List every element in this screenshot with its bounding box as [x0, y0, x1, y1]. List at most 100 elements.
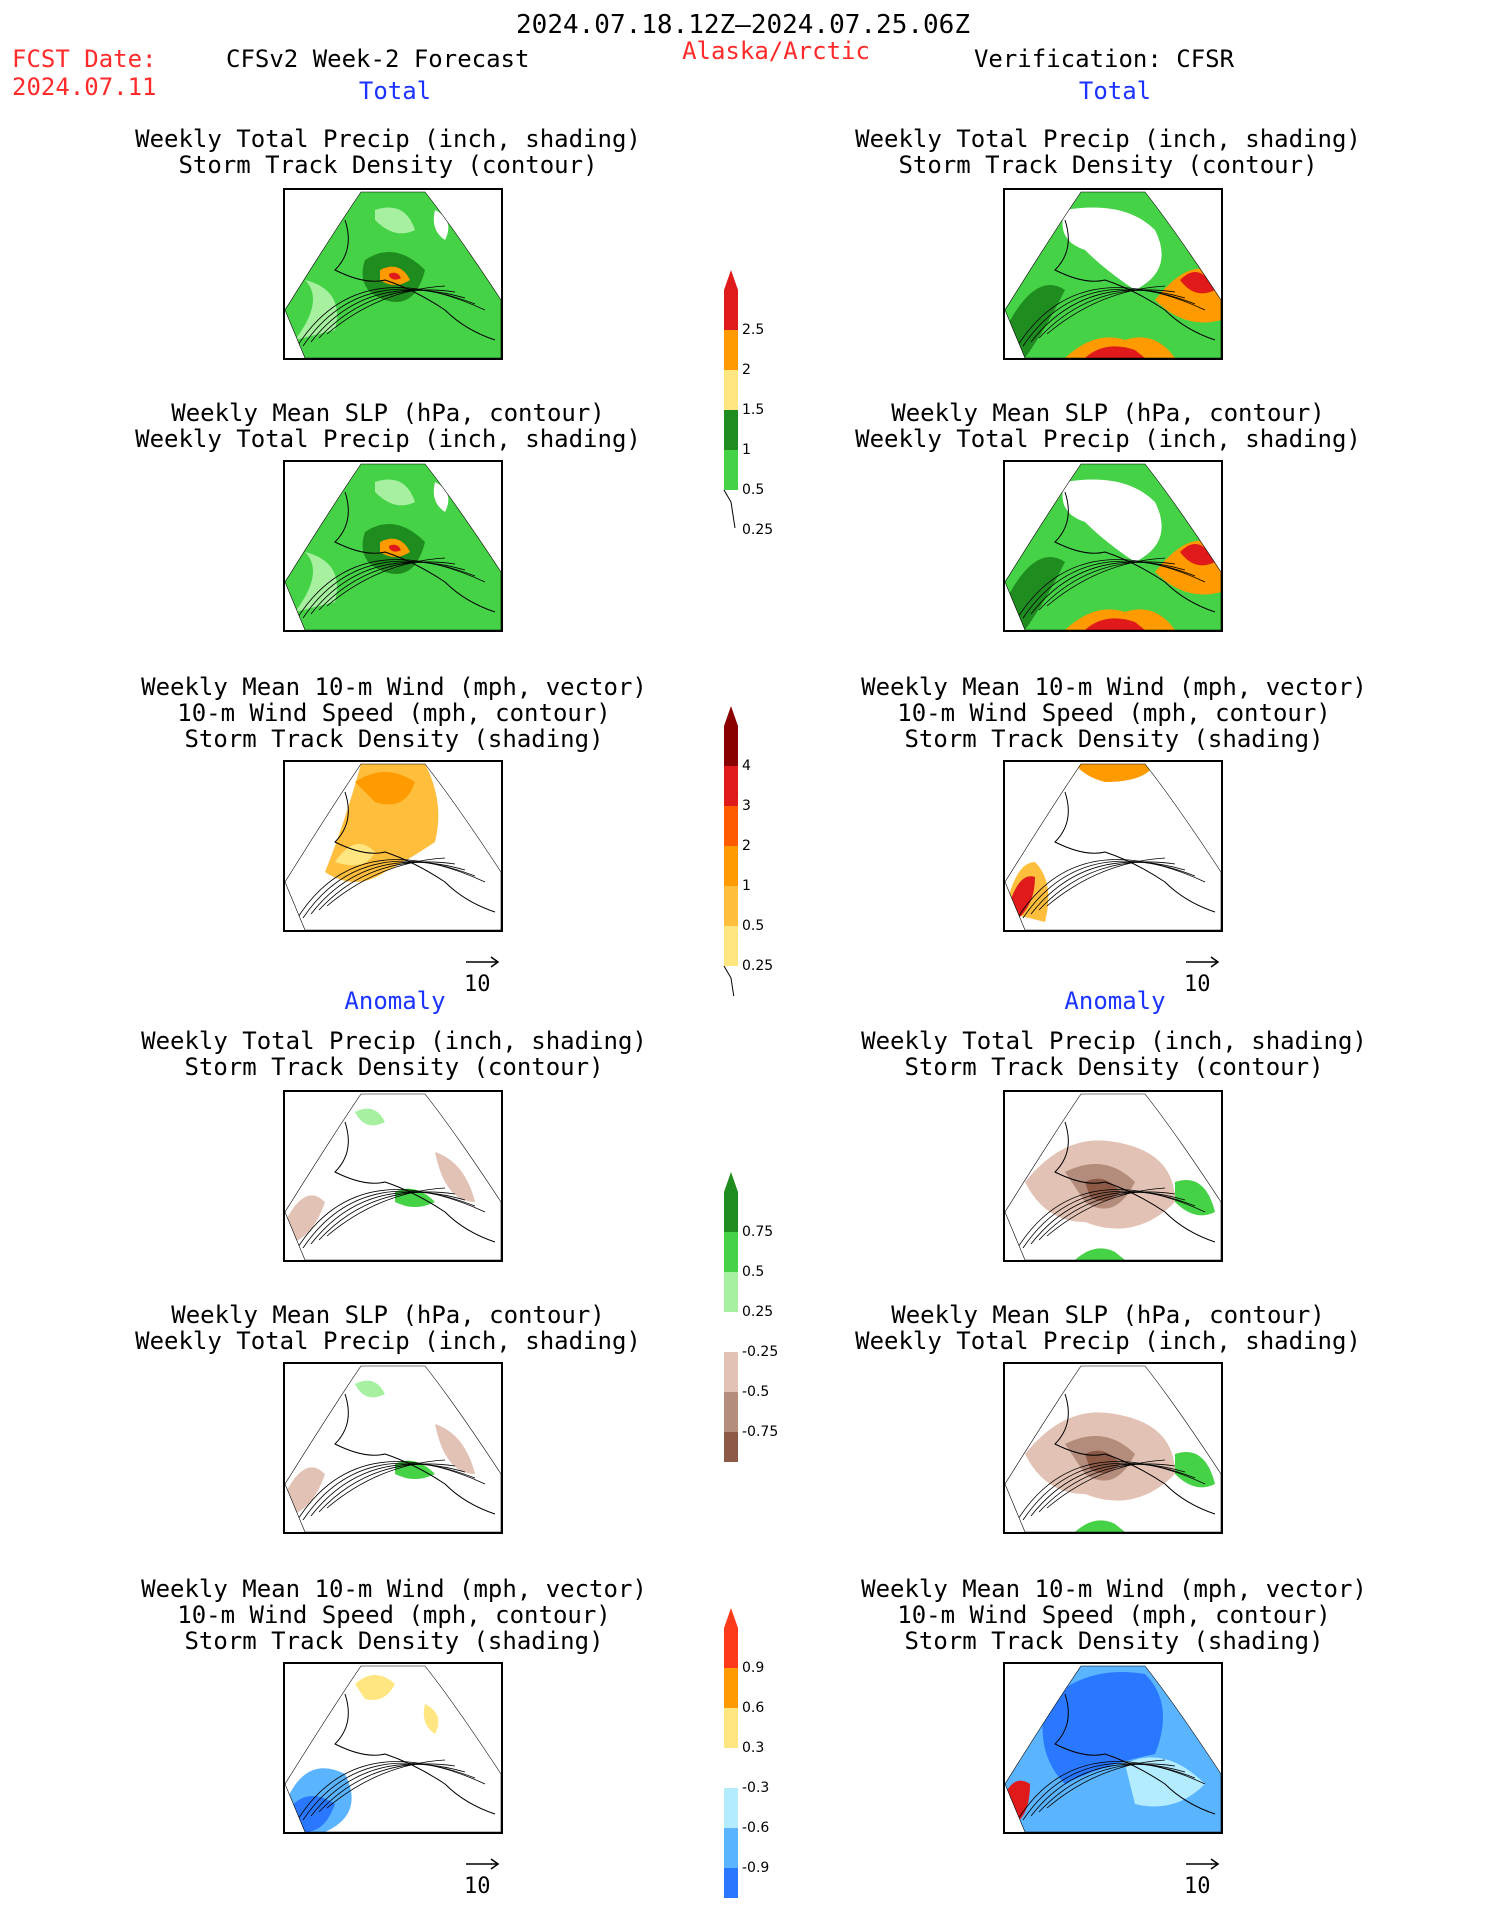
map-graphic [1005, 1365, 1221, 1532]
map-graphic [1005, 463, 1221, 630]
title-r3-line3: Storm Track Density (shading) [904, 725, 1324, 753]
title-l2-line2: Weekly Total Precip (inch, shading) [135, 425, 641, 453]
colorbar-graphic [723, 270, 738, 529]
title-l1-line2: Storm Track Density (contour) [178, 151, 598, 179]
title-l5-line1: Weekly Mean SLP (hPa, contour) [171, 1301, 605, 1329]
colorbar-tick-label: 3 [742, 798, 751, 814]
map-graphic [285, 1365, 501, 1532]
map-graphic [285, 463, 501, 630]
map-fcst-total-precip-storm [283, 188, 503, 360]
title-r5-line2: Weekly Total Precip (inch, shading) [855, 1327, 1361, 1355]
colorbar-tick-label: -0.6 [742, 1820, 770, 1836]
map-verif-total-precip-storm [1003, 188, 1223, 360]
title-r3-line2: 10-m Wind Speed (mph, contour) [897, 699, 1331, 727]
arrow-right-icon [466, 1858, 500, 1870]
colorbar-tick-label: -0.5 [742, 1384, 770, 1400]
title-r1-line2: Storm Track Density (contour) [898, 151, 1318, 179]
colorbar-total-precip: 2.5 2 1.5 1 0.5 0.25 [722, 270, 782, 560]
map-verif-anom-wind-storm [1003, 1662, 1223, 1834]
vector-reference-fcst-total: 10 [464, 954, 504, 998]
map-verif-total-slp-precip [1003, 460, 1223, 632]
colorbar-tick-label: -0.3 [742, 1780, 770, 1796]
map-fcst-anom-precip-storm [283, 1090, 503, 1262]
map-fcst-anom-slp-precip [283, 1362, 503, 1534]
colorbar-tick-label: 1 [742, 878, 751, 894]
colorbar-graphic [723, 706, 738, 996]
title-l4-line1: Weekly Total Precip (inch, shading) [141, 1027, 647, 1055]
title-l2-line1: Weekly Mean SLP (hPa, contour) [171, 399, 605, 427]
colorbar-anom-storm: 0.9 0.6 0.3 -0.3 -0.6 -0.9 [722, 1608, 782, 1898]
colorbar-graphic [724, 1608, 738, 1898]
colorbar-tick-label: 0.25 [742, 1304, 774, 1320]
title-r1-line1: Weekly Total Precip (inch, shading) [855, 125, 1361, 153]
map-graphic [285, 763, 501, 930]
title-l3-line1: Weekly Mean 10-m Wind (mph, vector) [141, 673, 647, 701]
arrow-right-icon [1186, 1858, 1220, 1870]
title-r6-line1: Weekly Mean 10-m Wind (mph, vector) [861, 1575, 1367, 1603]
section-total-left: Total [358, 77, 432, 105]
colorbar-tick-label: 0.25 [742, 958, 774, 974]
map-graphic [1005, 191, 1221, 358]
title-l6-line1: Weekly Mean 10-m Wind (mph, vector) [141, 1575, 647, 1603]
region-label: Alaska/Arctic [682, 37, 870, 65]
colorbar-tick-label: 1 [742, 442, 751, 458]
section-anomaly-right: Anomaly [1064, 987, 1166, 1015]
title-r4-line1: Weekly Total Precip (inch, shading) [861, 1027, 1367, 1055]
title-r5-line1: Weekly Mean SLP (hPa, contour) [891, 1301, 1325, 1329]
colorbar-tick-label: 0.5 [742, 1264, 765, 1280]
map-graphic [285, 1665, 501, 1832]
title-l1-line1: Weekly Total Precip (inch, shading) [135, 125, 641, 153]
vector-reference-fcst-anom: 10 [464, 1856, 504, 1900]
colorbar-tick-label: 0.9 [742, 1660, 765, 1676]
vector-reference-verif-total: 10 [1184, 954, 1224, 998]
map-fcst-total-slp-precip [283, 460, 503, 632]
colorbar-tick-label: 1.5 [742, 402, 765, 418]
colorbar-tick-label: 0.5 [742, 482, 765, 498]
vector-reference-value: 10 [464, 972, 491, 997]
map-graphic [1005, 1665, 1221, 1832]
fcst-date-value: 2024.07.11 [12, 73, 157, 101]
map-graphic [1005, 1093, 1221, 1260]
colorbar-tick-label: 2 [742, 362, 751, 378]
colorbar-tick-label: 0.3 [742, 1740, 765, 1756]
colorbar-total-storm: 4 3 2 1 0.5 0.25 [722, 706, 782, 996]
title-r3-line1: Weekly Mean 10-m Wind (mph, vector) [861, 673, 1367, 701]
colorbar-tick-label: -0.75 [742, 1424, 779, 1440]
map-verif-anom-precip-storm [1003, 1090, 1223, 1262]
colorbar-tick-label: 4 [742, 758, 751, 774]
map-verif-anom-slp-precip [1003, 1362, 1223, 1534]
map-graphic [285, 191, 501, 358]
arrow-right-icon [1186, 956, 1220, 968]
colorbar-anom-precip: 0.75 0.5 0.25 -0.25 -0.5 -0.75 [722, 1172, 782, 1462]
arrow-right-icon [466, 956, 500, 968]
model-label: CFSv2 Week-2 Forecast [226, 45, 530, 73]
vector-reference-value: 10 [1184, 972, 1211, 997]
title-r6-line2: 10-m Wind Speed (mph, contour) [897, 1601, 1331, 1629]
map-graphic [285, 1093, 501, 1260]
map-fcst-total-wind-storm [283, 760, 503, 932]
colorbar-tick-label: 0.6 [742, 1700, 765, 1716]
title-r2-line1: Weekly Mean SLP (hPa, contour) [891, 399, 1325, 427]
title-l3-line3: Storm Track Density (shading) [184, 725, 604, 753]
colorbar-tick-label: 2 [742, 838, 751, 854]
title-l4-line2: Storm Track Density (contour) [184, 1053, 604, 1081]
section-anomaly-left: Anomaly [344, 987, 446, 1015]
colorbar-graphic [724, 1172, 738, 1462]
title-l6-line3: Storm Track Density (shading) [184, 1627, 604, 1655]
title-l6-line2: 10-m Wind Speed (mph, contour) [177, 1601, 611, 1629]
colorbar-tick-label: 0.25 [742, 522, 774, 538]
colorbar-tick-label: -0.9 [742, 1860, 770, 1876]
valid-period: 2024.07.18.12Z–2024.07.25.06Z [516, 10, 970, 40]
map-fcst-anom-wind-storm [283, 1662, 503, 1834]
colorbar-tick-label: 0.75 [742, 1224, 774, 1240]
vector-reference-value: 10 [1184, 1874, 1211, 1899]
title-r2-line2: Weekly Total Precip (inch, shading) [855, 425, 1361, 453]
verification-label: Verification: CFSR [973, 45, 1235, 73]
colorbar-tick-label: 0.5 [742, 918, 765, 934]
vector-reference-value: 10 [464, 1874, 491, 1899]
map-verif-total-wind-storm [1003, 760, 1223, 932]
colorbar-tick-label: 2.5 [742, 322, 765, 338]
title-r6-line3: Storm Track Density (shading) [904, 1627, 1324, 1655]
title-l5-line2: Weekly Total Precip (inch, shading) [135, 1327, 641, 1355]
title-r4-line2: Storm Track Density (contour) [904, 1053, 1324, 1081]
